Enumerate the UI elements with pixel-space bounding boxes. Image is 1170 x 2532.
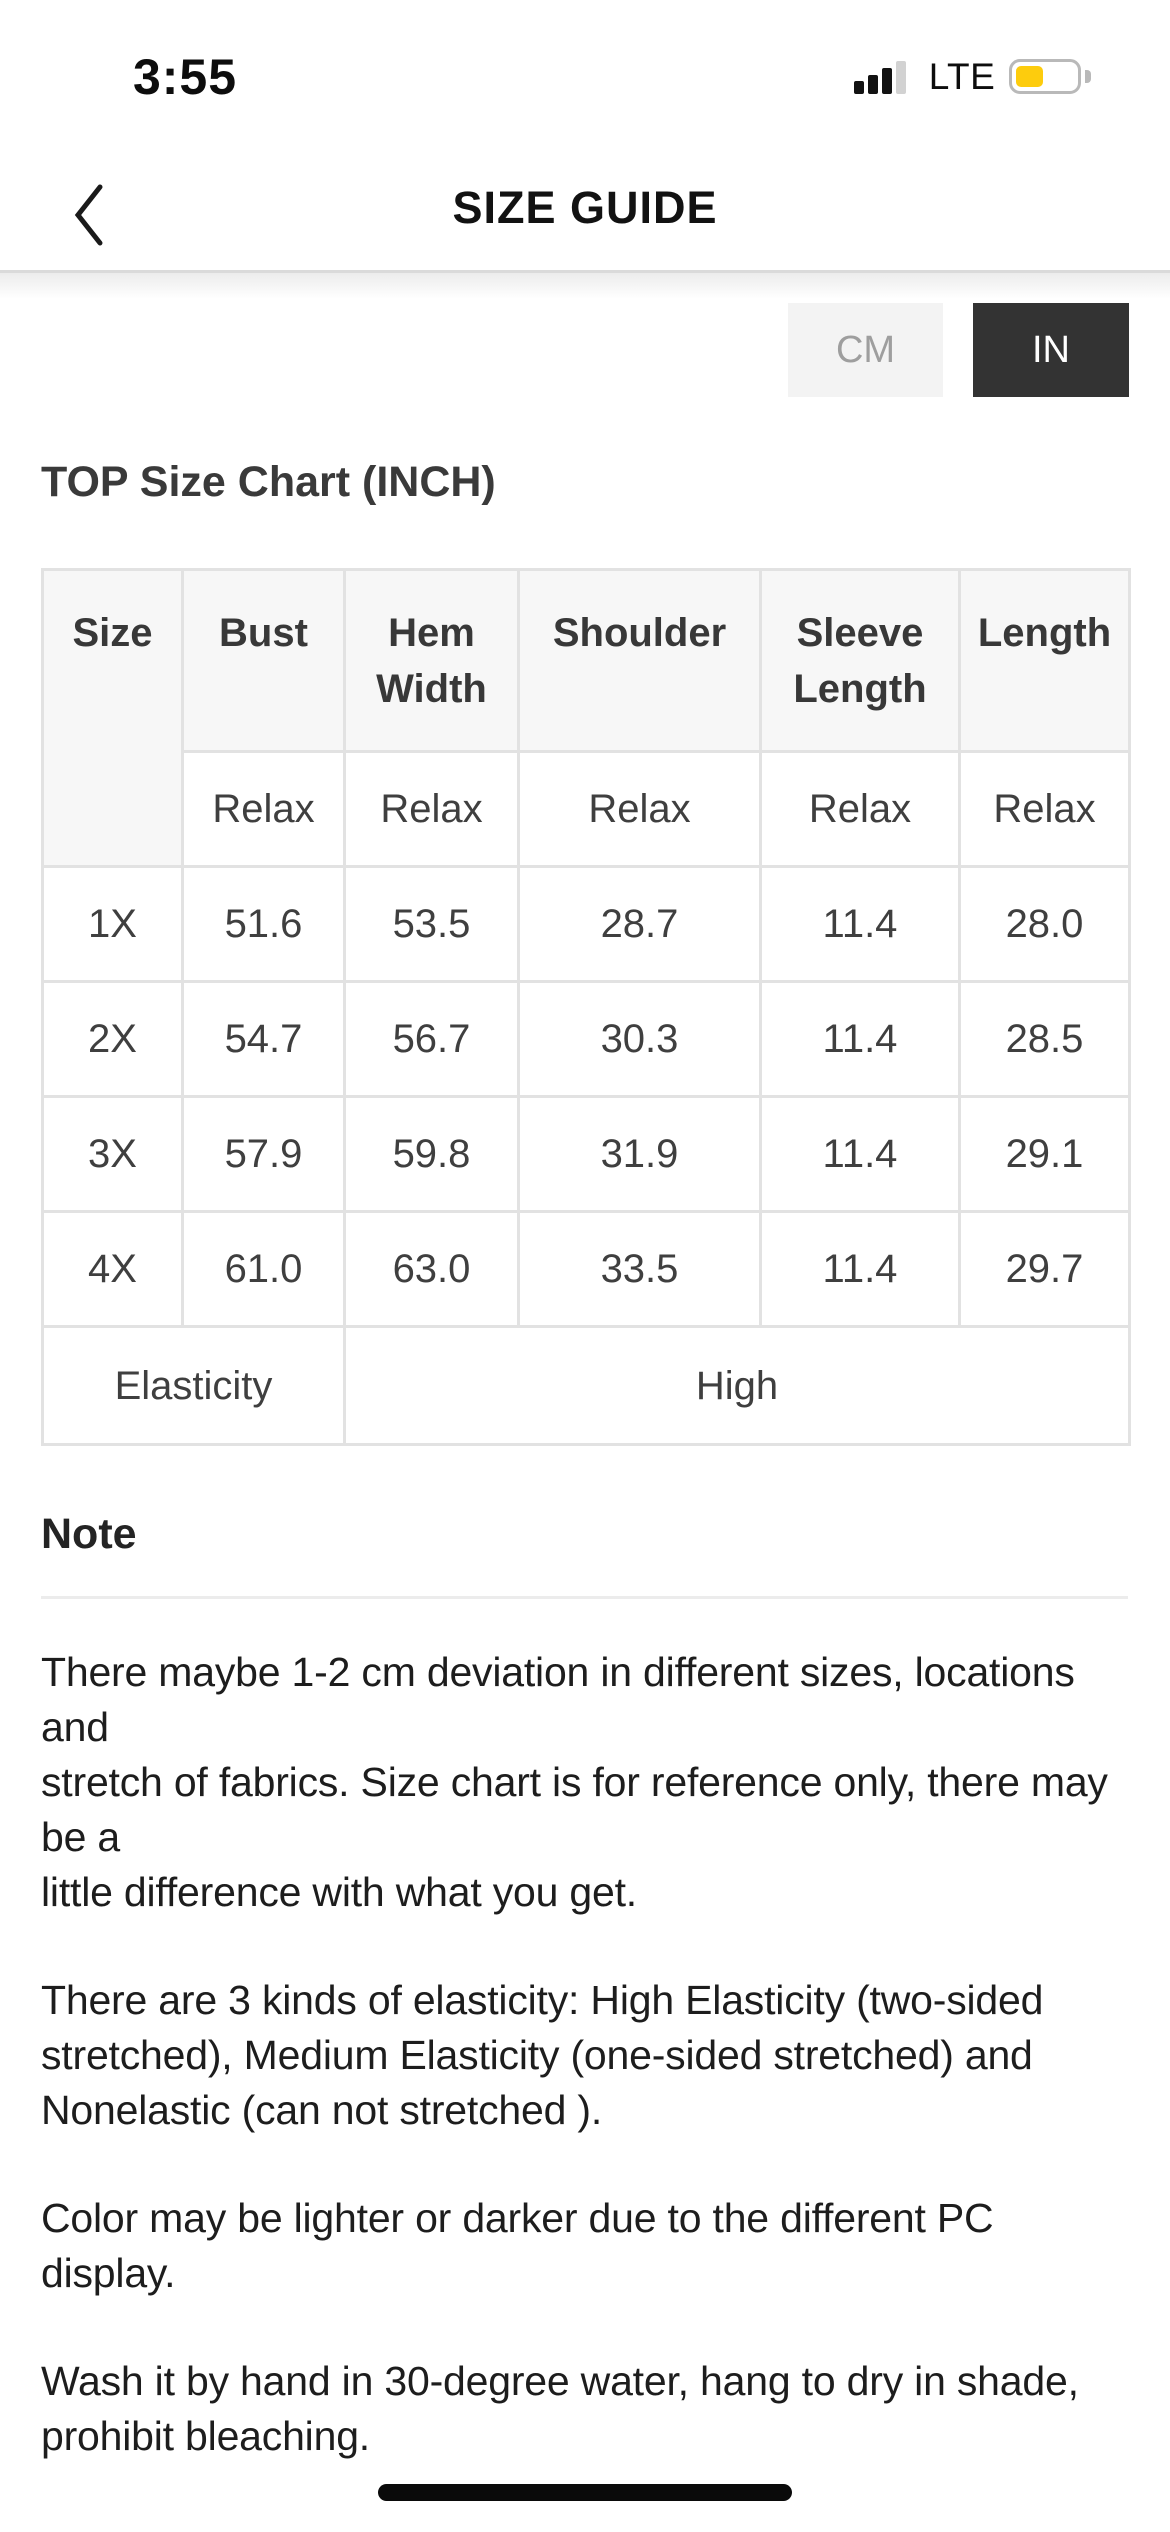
value-cell: 28.7 — [517, 865, 762, 983]
size-chart-table: Size Bust Hem Width Shoulder Sleeve Leng… — [41, 568, 1131, 1446]
value-cell: 28.5 — [958, 980, 1131, 1098]
table-row-1x: 1X 51.6 53.5 28.7 11.4 28.0 — [41, 865, 1131, 983]
section-title: TOP Size Chart (INCH) — [41, 458, 496, 506]
note-paragraph: Color may be lighter or darker due to th… — [41, 2195, 994, 2296]
value-cell: 54.7 — [181, 980, 346, 1098]
col-header-size: Size — [41, 568, 184, 868]
nav-divider — [0, 270, 1170, 273]
battery-icon — [1009, 59, 1081, 94]
note-divider — [41, 1596, 1128, 1599]
size-cell: 2X — [41, 980, 184, 1098]
table-row-2x: 2X 54.7 56.7 30.3 11.4 28.5 — [41, 980, 1131, 1098]
note-heading: Note — [41, 1510, 137, 1558]
fit-row: Relax Relax Relax Relax Relax — [43, 750, 1131, 868]
note-body: There maybe 1-2 cm deviation in differen… — [41, 1645, 1116, 2517]
note-paragraph: There maybe 1-2 cm deviation in differen… — [41, 1649, 1108, 1915]
size-cell: 3X — [41, 1095, 184, 1213]
elasticity-row: Elasticity High — [41, 1325, 1131, 1446]
back-button[interactable] — [52, 175, 132, 255]
note-paragraph: There are 3 kinds of elasticity: High El… — [41, 1977, 1044, 2133]
chevron-left-icon — [74, 184, 103, 246]
size-cell: 4X — [41, 1210, 184, 1328]
value-cell: 59.8 — [343, 1095, 520, 1213]
value-cell: 11.4 — [759, 1095, 961, 1213]
value-cell: 11.4 — [759, 980, 961, 1098]
col-header-length: Length — [958, 568, 1131, 753]
elasticity-label-cell: Elasticity — [41, 1325, 346, 1446]
value-cell: 56.7 — [343, 980, 520, 1098]
size-cell: 1X — [41, 865, 184, 983]
table-header-row: Size Bust Hem Width Shoulder Sleeve Leng… — [41, 568, 1131, 868]
value-cell: 11.4 — [759, 865, 961, 983]
col-header-shoulder: Shoulder — [517, 568, 762, 753]
network-type-label: LTE — [928, 56, 996, 97]
fit-cell: Relax — [181, 750, 346, 868]
value-cell: 30.3 — [517, 980, 762, 1098]
value-cell: 28.0 — [958, 865, 1131, 983]
note-paragraph: Wash it by hand in 30-degree water, hang… — [41, 2358, 1079, 2459]
value-cell: 53.5 — [343, 865, 520, 983]
value-cell: 57.9 — [181, 1095, 346, 1213]
value-cell: 51.6 — [181, 865, 346, 983]
value-cell: 33.5 — [517, 1210, 762, 1328]
col-header-sleeve-length: Sleeve Length — [759, 568, 961, 753]
page-title: SIZE GUIDE — [452, 182, 718, 233]
value-cell: 29.7 — [958, 1210, 1131, 1328]
nav-shadow — [0, 273, 1170, 299]
status-time: 3:55 — [132, 49, 238, 105]
value-cell: 63.0 — [343, 1210, 520, 1328]
fit-cell: Relax — [759, 750, 961, 868]
unit-toggle-in-button[interactable]: IN — [973, 303, 1129, 397]
table-row-3x: 3X 57.9 59.8 31.9 11.4 29.1 — [41, 1095, 1131, 1213]
home-indicator[interactable] — [378, 2484, 792, 2501]
battery-cap-icon — [1085, 70, 1091, 83]
elasticity-value-cell: High — [343, 1325, 1131, 1446]
fit-cell: Relax — [343, 750, 520, 868]
value-cell: 31.9 — [517, 1095, 762, 1213]
value-cell: 11.4 — [759, 1210, 961, 1328]
col-header-hem-width: Hem Width — [343, 568, 520, 753]
col-header-bust: Bust — [181, 568, 346, 753]
fit-cell: Relax — [958, 750, 1131, 868]
fit-cell: Relax — [517, 750, 762, 868]
unit-toggle-cm-button[interactable]: CM — [788, 303, 943, 397]
value-cell: 29.1 — [958, 1095, 1131, 1213]
cellular-signal-icon — [854, 60, 908, 94]
table-row-4x: 4X 61.0 63.0 33.5 11.4 29.7 — [41, 1210, 1131, 1328]
value-cell: 61.0 — [181, 1210, 346, 1328]
